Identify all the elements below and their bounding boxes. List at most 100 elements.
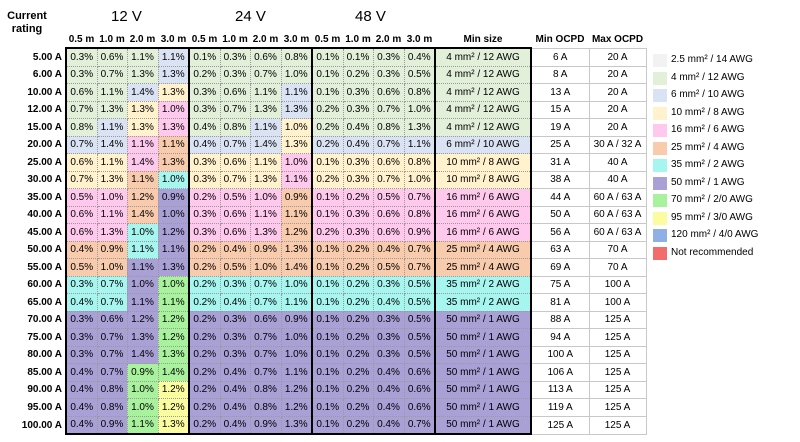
min-ocpd-cell: 94 A — [530, 328, 590, 347]
drop-cell-24v: 1.4% — [280, 258, 313, 277]
min-size-cell: 16 mm² / 6 AWG — [434, 223, 532, 242]
drop-cell-48v: 0.8% — [403, 83, 436, 102]
drop-cell-12v: 1.4% — [126, 83, 159, 102]
drop-cell-48v: 0.7% — [372, 170, 405, 189]
drop-cell-48v: 0.6% — [403, 380, 436, 399]
max-ocpd-cell: 125 A — [588, 310, 647, 329]
min-size-cell: 50 mm² / 1 AWG — [434, 345, 532, 364]
table-row: 55.00 A 0.5% 1.0% 1.1% 1.3% 0.2% 0.5% 1.0% 1.4% 0… — [2, 258, 647, 277]
table-row: 15.00 A 0.8% 1.1% 1.3% 1.3% 0.4% 0.8% 1.1% 1.0% 0… — [2, 118, 647, 137]
drop-cell-24v: 0.5% — [219, 258, 251, 277]
drop-cell-48v: 0.2% — [311, 223, 344, 242]
legend-swatch — [653, 194, 667, 207]
min-ocpd-cell: 38 A — [530, 170, 590, 189]
drop-cell-48v: 1.1% — [403, 135, 436, 154]
min-size-cell: 4 mm² / 12 AWG — [434, 47, 532, 67]
current-rating-cell: 40.00 A — [27, 209, 62, 221]
drop-cell-12v: 1.4% — [126, 153, 159, 172]
max-ocpd-cell: 30 A / 32 A — [588, 135, 647, 154]
drop-cell-24v: 0.4% — [219, 415, 251, 435]
min-ocpd-cell: 75 A — [530, 275, 590, 294]
length-header: 3.0 m — [283, 34, 310, 45]
drop-cell-12v: 1.3% — [96, 223, 128, 242]
length-header: 1.0 m — [345, 34, 371, 45]
length-header: 1.0 m — [99, 34, 125, 45]
current-rating-cell: 30.00 A — [27, 174, 62, 186]
drop-cell-12v: 0.7% — [96, 345, 128, 364]
drop-cell-12v: 1.3% — [157, 118, 190, 137]
drop-cell-48v: 0.2% — [311, 170, 344, 189]
drop-cell-48v: 0.2% — [311, 118, 344, 137]
max-ocpd-cell: 60 A / 63 A — [588, 205, 647, 224]
drop-cell-48v: 0.5% — [372, 188, 405, 207]
drop-cell-12v: 1.1% — [96, 118, 128, 137]
min-ocpd-cell: 125 A — [530, 415, 590, 435]
drop-cell-48v: 0.1% — [311, 275, 344, 294]
min-size-cell: 50 mm² / 1 AWG — [434, 415, 532, 435]
table-row: 20.00 A 0.7% 1.4% 1.1% 1.1% 0.4% 0.7% 1.4% 1.3% 0… — [2, 135, 647, 154]
drop-cell-24v: 0.2% — [188, 293, 221, 312]
legend-swatch — [653, 141, 667, 155]
drop-cell-24v: 1.1% — [280, 83, 313, 102]
drop-cell-24v: 1.1% — [249, 205, 282, 224]
current-rating-cell: 12.00 A — [27, 104, 62, 116]
drop-cell-12v: 0.4% — [65, 380, 98, 399]
table-row: 65.00 A 0.4% 0.7% 1.1% 1.1% 0.2% 0.4% 0.7% 1.1% 0… — [2, 293, 647, 312]
drop-cell-48v: 0.5% — [403, 345, 436, 364]
drop-cell-12v: 1.0% — [157, 275, 190, 294]
drop-cell-48v: 0.6% — [403, 363, 436, 382]
drop-cell-24v: 0.2% — [188, 363, 221, 382]
voltage-12v-header: 12 V — [111, 8, 142, 25]
drop-cell-12v: 0.9% — [96, 240, 128, 259]
drop-cell-48v: 0.6% — [372, 153, 405, 172]
drop-cell-12v: 0.7% — [96, 328, 128, 347]
drop-cell-12v: 1.3% — [157, 415, 190, 435]
min-ocpd-cell: 119 A — [530, 398, 590, 417]
table-row: 95.00 A 0.4% 0.8% 1.0% 1.2% 0.2% 0.4% 0.8% 1.2% 0… — [2, 398, 647, 417]
rating-header-spacer — [2, 32, 66, 48]
drop-cell-48v: 0.1% — [311, 363, 344, 382]
drop-cell-12v: 1.1% — [157, 135, 190, 154]
drop-cell-48v: 0.3% — [372, 345, 405, 364]
drop-cell-12v: 0.8% — [96, 398, 128, 417]
drop-cell-12v: 1.3% — [96, 170, 128, 189]
drop-cell-48v: 0.2% — [311, 135, 344, 154]
drop-cell-24v: 0.7% — [219, 100, 251, 119]
drop-cell-48v: 1.3% — [403, 118, 436, 137]
min-ocpd-cell: 113 A — [530, 380, 590, 399]
drop-cell-48v: 0.6% — [372, 83, 405, 102]
table-row: 40.00 A 0.6% 1.1% 1.4% 1.0% 0.3% 0.6% 1.1% 1.1% 0… — [2, 205, 647, 224]
current-label-line2: rating — [11, 23, 43, 35]
min-ocpd-cell: 100 A — [530, 345, 590, 364]
drop-cell-12v: 1.1% — [157, 47, 190, 67]
table-row: 30.00 A 0.7% 1.3% 1.1% 1.0% 0.3% 0.7% 1.3% 1.1% 0… — [2, 170, 647, 189]
header-row: 0.5 m 1.0 m 2.0 m 3.0 m 0.5 m 1.0 m 2.0 … — [2, 32, 646, 48]
drop-cell-24v: 0.4% — [219, 398, 251, 417]
drop-cell-24v: 1.1% — [249, 83, 282, 102]
current-rating-cell: 85.00 A — [27, 366, 62, 378]
drop-cell-48v: 0.5% — [403, 275, 436, 294]
drop-cell-24v: 1.3% — [280, 100, 313, 119]
drop-cell-24v: 0.3% — [219, 310, 251, 329]
length-header: 2.0 m — [375, 34, 402, 45]
drop-cell-48v: 0.3% — [342, 83, 374, 102]
length-header: 3.0 m — [160, 34, 187, 45]
legend-swatch — [653, 106, 667, 120]
min-ocpd-header: Min OCPD — [535, 34, 585, 46]
length-header: 0.5 m — [314, 34, 341, 45]
min-ocpd-cell: 44 A — [530, 188, 590, 207]
table-row: 5.00 A 0.3% 0.6% 1.1% 1.1% 0.1% 0.3% 0.6% 0.8% 0.… — [2, 47, 647, 67]
min-ocpd-cell: 19 A — [530, 118, 590, 137]
drop-cell-24v: 1.3% — [280, 135, 313, 154]
min-size-cell: 16 mm² / 6 AWG — [434, 188, 532, 207]
drop-cell-48v: 0.5% — [403, 328, 436, 347]
drop-cell-12v: 0.5% — [65, 258, 98, 277]
max-ocpd-cell: 125 A — [588, 345, 647, 364]
drop-cell-24v: 0.3% — [188, 83, 221, 102]
drop-cell-24v: 0.6% — [249, 310, 282, 329]
drop-cell-24v: 0.7% — [249, 65, 282, 84]
drop-cell-24v: 0.2% — [188, 310, 221, 329]
drop-cell-48v: 0.6% — [372, 223, 405, 242]
table-row: 70.00 A 0.3% 0.6% 1.2% 1.2% 0.2% 0.3% 0.6% 0.9% 0… — [2, 310, 647, 329]
